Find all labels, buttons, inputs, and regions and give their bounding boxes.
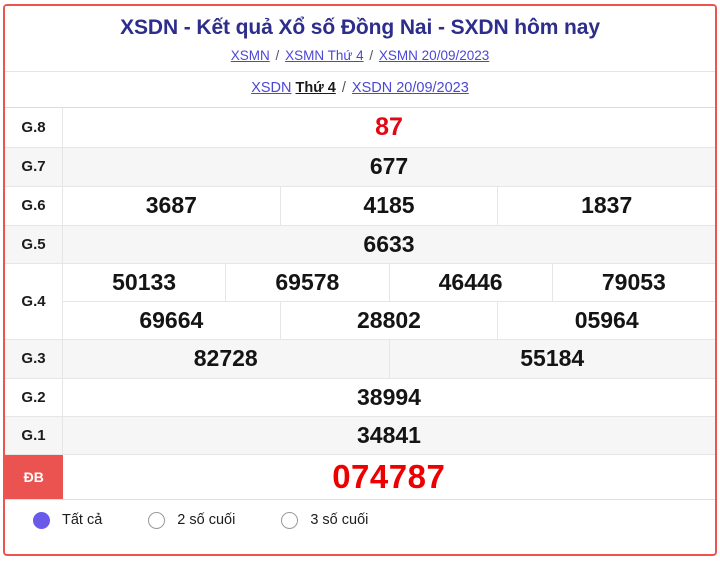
result-header: XSDN - Kết quả Xổ số Đồng Nai - SXDN hôm… [5, 6, 715, 73]
radio-label-last-3-digits: 3 số cuối [310, 512, 369, 529]
prize-cell-group: 38994 [63, 379, 715, 416]
prize-number: 28802 [279, 301, 498, 339]
sub-breadcrumb-link-xsdn[interactable]: XSDN [251, 80, 292, 97]
prize-cell-line-2: 69664 28802 05964 [63, 300, 715, 339]
table-row-g6: G.6 3687 4185 1837 [5, 185, 715, 226]
prize-label-g7: G.7 [5, 146, 63, 187]
prize-cell-line-1: 50133 69578 46446 79053 [63, 263, 715, 301]
radio-label-last-2-digits: 2 số cuối [177, 512, 236, 529]
prize-values-g2: 38994 [62, 377, 715, 417]
sub-breadcrumb-separator: / [341, 80, 346, 97]
breadcrumb-separator: / [275, 48, 280, 64]
prize-cell-group: 82728 55184 [63, 339, 716, 378]
table-row-db: ĐB 074787 [5, 453, 716, 499]
prize-cell-group: 34841 [63, 417, 715, 454]
prize-number: 46446 [388, 263, 552, 301]
table-row-g7: G.7 677 [5, 146, 715, 187]
prize-label-g1: G.1 [5, 415, 63, 455]
prize-cell-group: 074787 [63, 455, 716, 499]
prize-number: 79053 [551, 263, 715, 301]
prize-values-g5: 6633 [62, 224, 715, 264]
radio-option-all[interactable]: Tất cả [33, 511, 103, 529]
prize-number: 6633 [363, 230, 415, 257]
prize-cell-group: 677 [63, 148, 715, 186]
prize-label-g8: G.8 [5, 107, 63, 148]
prize-cell-group: 87 [63, 108, 715, 147]
prize-values-g7: 677 [62, 146, 715, 187]
prize-values-g6: 3687 4185 1837 [62, 185, 715, 226]
prize-number: 55184 [388, 339, 716, 378]
prize-cell-group: 6633 [63, 226, 715, 263]
special-prize-number: 074787 [332, 458, 446, 496]
radio-unselected-icon[interactable] [148, 511, 166, 529]
table-row-g1: G.1 34841 [5, 415, 715, 455]
sub-breadcrumb-bar: XSDN Thứ 4 / XSDN 20/09/2023 [5, 72, 715, 108]
radio-option-last-2-digits[interactable]: 2 số cuối [148, 511, 236, 529]
prize-values-g8: 87 [63, 108, 716, 148]
table-row-g8: G.8 87 [5, 107, 716, 148]
prize-values-g3: 82728 55184 [62, 338, 716, 379]
radio-option-last-3-digits[interactable]: 3 số cuối [281, 511, 369, 529]
prize-values-g1: 34841 [62, 415, 715, 455]
prize-number: 82728 [193, 345, 258, 372]
sub-breadcrumb-link-xsdn-date[interactable]: XSDN 20/09/2023 [351, 80, 469, 97]
prize-number: 3687 [145, 192, 197, 219]
table-row-g4: G.4 50133 69578 46446 79053 69664 28802 … [5, 262, 715, 340]
prize-label-g4: G.4 [5, 262, 63, 340]
radio-label-all: Tất cả [62, 512, 103, 529]
prize-number: 05964 [497, 301, 715, 339]
breadcrumb-link-xsmn-date[interactable]: XSMN 20/09/2023 [378, 48, 490, 64]
prize-label-g6: G.6 [5, 185, 63, 226]
radio-unselected-icon[interactable] [281, 511, 299, 529]
prize-number: 38994 [357, 383, 421, 410]
lottery-result-panel: XSDN - Kết quả Xổ số Đồng Nai - SXDN hôm… [3, 4, 717, 556]
radio-selected-icon[interactable] [33, 511, 50, 529]
prize-label-g5: G.5 [5, 224, 63, 264]
prize-label-db: ĐB [5, 453, 63, 499]
sub-breadcrumb-link-thu-4[interactable]: Thứ 4 [295, 80, 336, 97]
prize-values-g4: 50133 69578 46446 79053 69664 28802 0596… [62, 262, 715, 340]
digit-filter-bar: Tất cả 2 số cuối 3 số cuối [5, 498, 715, 541]
prize-cell-group: 50133 69578 46446 79053 69664 28802 0596… [63, 263, 715, 339]
prize-number: 4185 [279, 186, 498, 225]
breadcrumb: XSMN / XSMN Thứ 4 / XSMN 20/09/2023 [15, 48, 705, 64]
breadcrumb-link-xsmn[interactable]: XSMN [230, 48, 270, 64]
prize-label-g2: G.2 [5, 377, 63, 417]
table-row-g2: G.2 38994 [5, 377, 715, 417]
table-row-g5: G.5 6633 [5, 224, 715, 264]
prize-number: 69664 [139, 306, 204, 333]
prize-cell-group: 3687 4185 1837 [63, 186, 715, 225]
prize-number: 1837 [497, 186, 715, 225]
breadcrumb-separator: / [369, 48, 374, 64]
prize-number: 677 [369, 153, 409, 180]
page-title: XSDN - Kết quả Xổ số Đồng Nai - SXDN hôm… [120, 16, 600, 39]
sub-breadcrumb: XSDN Thứ 4 / XSDN 20/09/2023 [15, 80, 705, 97]
prize-number: 50133 [112, 268, 177, 295]
breadcrumb-link-xsmn-thu-4[interactable]: XSMN Thứ 4 [285, 48, 364, 64]
lottery-results-table: G.8 87 G.7 677 G.6 [5, 107, 716, 499]
prize-number: 69578 [225, 263, 388, 301]
prize-number: 34841 [357, 421, 421, 448]
prize-label-g3: G.3 [5, 338, 63, 379]
table-row-g3: G.3 82728 55184 [5, 338, 716, 379]
prize-values-db: 074787 [62, 453, 716, 499]
prize-number: 87 [375, 112, 403, 141]
